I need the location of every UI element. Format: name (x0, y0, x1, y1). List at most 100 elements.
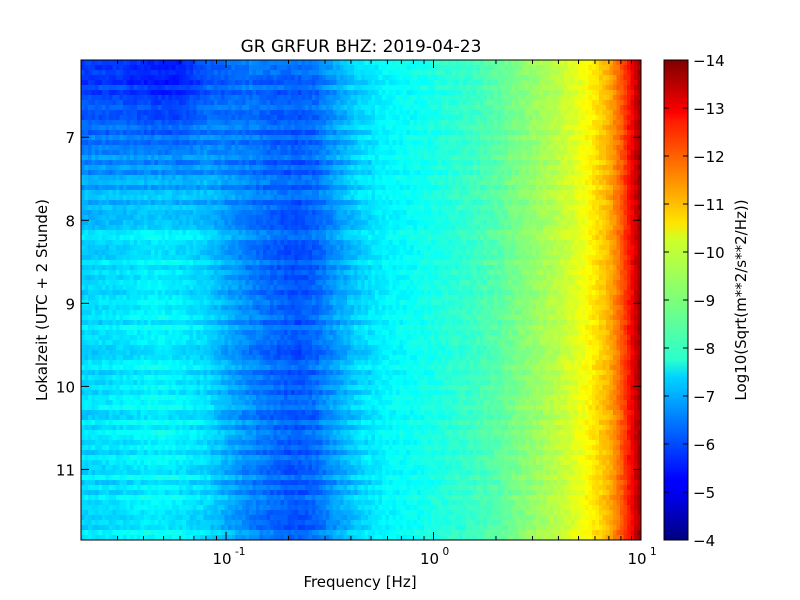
heatmap-cell (616, 60, 621, 66)
heatmap-cell (137, 90, 142, 96)
heatmap-cell (382, 60, 387, 66)
heatmap-cell (172, 110, 177, 116)
heatmap-cell (133, 95, 138, 101)
heatmap-cell (462, 125, 467, 131)
heatmap-cell (588, 160, 593, 166)
heatmap-cell (522, 100, 527, 106)
heatmap-cell (613, 150, 618, 156)
heatmap-cell (186, 210, 191, 216)
heatmap-cell (259, 175, 264, 181)
heatmap-cell (123, 180, 128, 186)
heatmap-cell (329, 120, 334, 126)
heatmap-cell (637, 70, 641, 76)
heatmap-cell (487, 210, 492, 216)
heatmap-cell (441, 185, 446, 191)
heatmap-cell (343, 100, 348, 106)
heatmap-cell (350, 165, 355, 171)
heatmap-cell (539, 80, 544, 86)
heatmap-cell (424, 65, 429, 71)
heatmap-cell (550, 70, 555, 76)
heatmap-cell (200, 175, 205, 181)
heatmap-cell (168, 60, 173, 66)
heatmap-cell (347, 205, 352, 211)
heatmap-cell (585, 135, 590, 141)
heatmap-cell (441, 80, 446, 86)
heatmap-cell (588, 110, 593, 116)
heatmap-cell (546, 85, 551, 91)
heatmap-cell (347, 165, 352, 171)
heatmap-cell (126, 165, 131, 171)
heatmap-cell (375, 75, 380, 81)
heatmap-cell (249, 100, 254, 106)
heatmap-cell (130, 125, 135, 131)
heatmap-cell (501, 150, 506, 156)
heatmap-cell (515, 150, 520, 156)
heatmap-cell (350, 195, 355, 201)
heatmap-cell (294, 140, 299, 146)
heatmap-cell (165, 105, 170, 111)
heatmap-cell (224, 105, 229, 111)
heatmap-cell (81, 110, 86, 116)
heatmap-cell (452, 145, 457, 151)
heatmap-cell (462, 165, 467, 171)
heatmap-cell (427, 125, 432, 131)
heatmap-cell (217, 200, 222, 206)
heatmap-cell (609, 95, 614, 101)
heatmap-cell (403, 80, 408, 86)
heatmap-cell (235, 105, 240, 111)
heatmap-cell (595, 190, 600, 196)
heatmap-cell (361, 75, 366, 81)
heatmap-cell (189, 75, 194, 81)
heatmap-cell (298, 120, 303, 126)
heatmap-cell (497, 180, 502, 186)
heatmap-cell (298, 80, 303, 86)
heatmap-cell (88, 170, 93, 176)
heatmap-cell (151, 100, 156, 106)
heatmap-cell (305, 85, 310, 91)
heatmap-cell (609, 210, 614, 216)
heatmap-cell (231, 145, 236, 151)
heatmap-cell (522, 210, 527, 216)
heatmap-cell (413, 90, 418, 96)
heatmap-cell (515, 175, 520, 181)
heatmap-cell (151, 175, 156, 181)
heatmap-cell (294, 155, 299, 161)
heatmap-cell (88, 160, 93, 166)
heatmap-cell (228, 180, 233, 186)
heatmap-cell (287, 80, 292, 86)
heatmap-cell (511, 165, 516, 171)
heatmap-cell (214, 70, 219, 76)
heatmap-cell (263, 160, 268, 166)
heatmap-cell (287, 105, 292, 111)
heatmap-cell (466, 190, 471, 196)
heatmap-cell (119, 135, 124, 141)
heatmap-cell (462, 185, 467, 191)
heatmap-cell (550, 125, 555, 131)
heatmap-cell (270, 195, 275, 201)
heatmap-cell (112, 175, 117, 181)
heatmap-cell (497, 85, 502, 91)
heatmap-cell (417, 140, 422, 146)
heatmap-cell (434, 65, 439, 71)
heatmap-cell (532, 180, 537, 186)
heatmap-cell (126, 95, 131, 101)
heatmap-cell (340, 85, 345, 91)
heatmap-cell (126, 190, 131, 196)
heatmap-cell (452, 210, 457, 216)
heatmap-cell (497, 185, 502, 191)
heatmap-cell (588, 185, 593, 191)
heatmap-cell (431, 80, 436, 86)
heatmap-cell (473, 180, 478, 186)
heatmap-cell (606, 125, 611, 131)
heatmap-cell (88, 120, 93, 126)
heatmap-cell (637, 175, 641, 181)
heatmap-cell (277, 95, 282, 101)
heatmap-cell (490, 75, 495, 81)
heatmap-cell (312, 70, 317, 76)
heatmap-cell (504, 200, 509, 206)
heatmap-cell (252, 135, 257, 141)
heatmap-cell (438, 195, 443, 201)
heatmap-cell (389, 150, 394, 156)
heatmap-cell (179, 165, 184, 171)
heatmap-cell (434, 155, 439, 161)
